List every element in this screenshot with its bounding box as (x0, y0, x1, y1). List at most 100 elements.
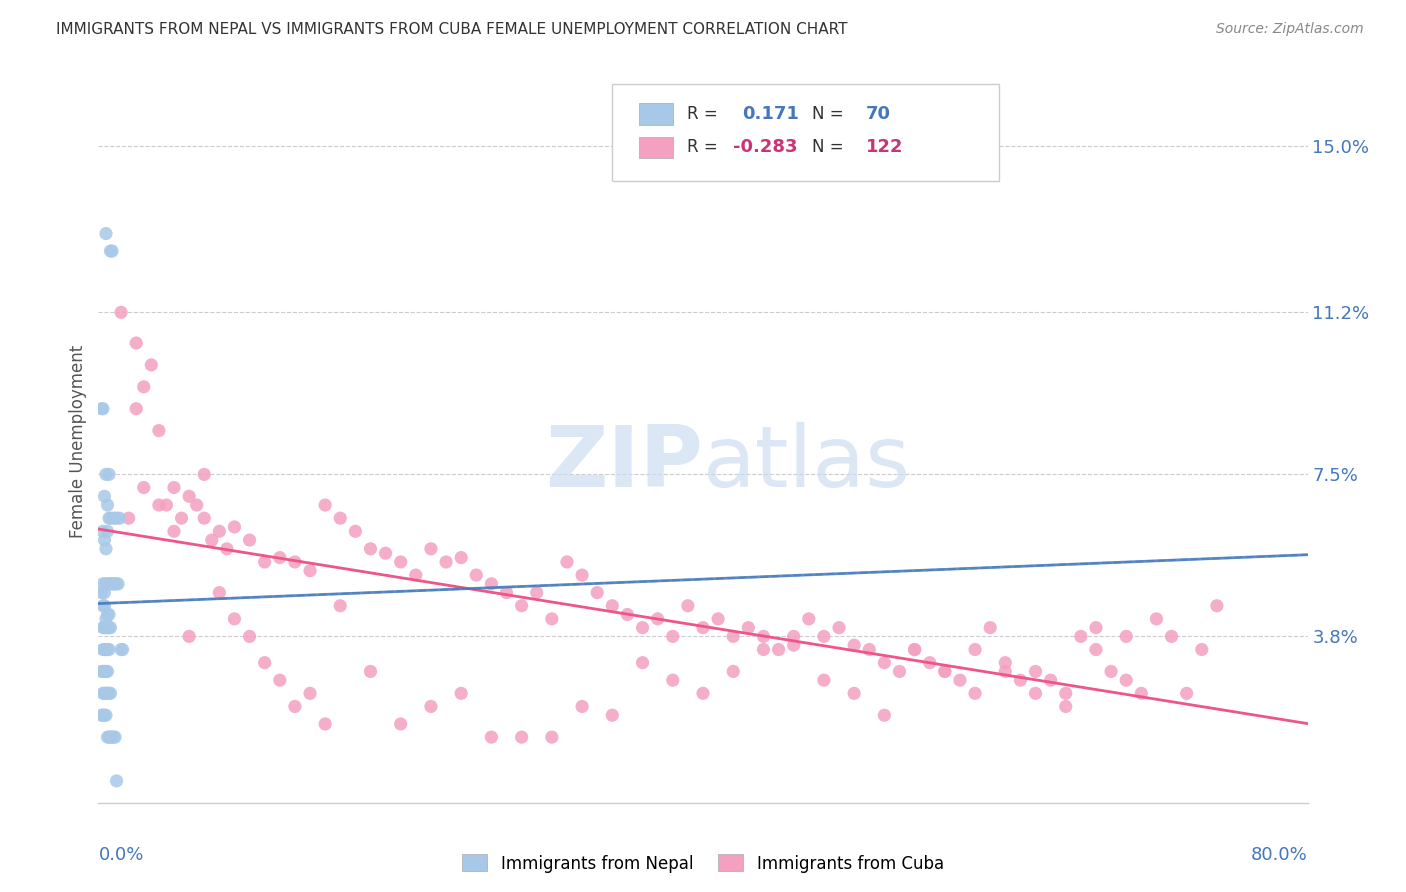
Point (93, 489, 115, 503)
Point (723, 629, 745, 643)
Point (94, 642, 117, 657)
Point (91, 621, 114, 635)
Point (405, 568, 427, 582)
Point (91, 642, 114, 657)
Point (93, 665, 115, 679)
Point (107, 577, 129, 591)
Point (661, 673, 683, 688)
Point (1054, 686, 1077, 700)
Point (93, 599, 115, 613)
Point (1054, 699, 1077, 714)
Text: 122: 122 (866, 138, 904, 156)
Point (510, 599, 533, 613)
Point (783, 629, 806, 643)
Point (844, 638, 866, 652)
Point (100, 511, 122, 525)
Point (1039, 673, 1062, 688)
Point (105, 511, 128, 525)
Point (118, 511, 141, 525)
Point (170, 511, 193, 525)
Point (96, 524, 118, 539)
Point (481, 577, 503, 591)
Point (1206, 599, 1229, 613)
Point (94, 665, 117, 679)
Point (100, 686, 122, 700)
Point (1085, 621, 1108, 635)
Point (450, 686, 472, 700)
Point (299, 686, 322, 700)
Point (91, 665, 114, 679)
Point (602, 708, 624, 723)
Point (994, 656, 1017, 670)
Point (193, 511, 215, 525)
Point (155, 498, 177, 512)
Text: 80.0%: 80.0% (1251, 847, 1308, 864)
Text: R =: R = (688, 138, 723, 156)
Point (676, 599, 699, 613)
Point (201, 533, 224, 547)
Point (163, 524, 186, 539)
Point (1160, 629, 1182, 643)
Point (329, 599, 352, 613)
Point (813, 629, 835, 643)
Legend: Immigrants from Nepal, Immigrants from Cuba: Immigrants from Nepal, Immigrants from C… (456, 847, 950, 880)
Point (90, 708, 112, 723)
Text: 0.0%: 0.0% (98, 847, 143, 864)
Point (148, 498, 170, 512)
Point (284, 699, 307, 714)
Point (208, 524, 231, 539)
Point (889, 665, 911, 679)
FancyBboxPatch shape (638, 136, 673, 158)
Point (555, 555, 578, 569)
Point (101, 730, 124, 744)
Point (434, 555, 457, 569)
Text: N =: N = (811, 105, 849, 123)
Point (96, 621, 118, 635)
Point (647, 612, 669, 626)
Point (752, 629, 775, 643)
Point (1099, 665, 1122, 679)
Point (965, 686, 987, 700)
Point (239, 629, 262, 643)
Point (465, 568, 488, 582)
Point (1115, 673, 1137, 688)
Point (873, 656, 896, 670)
Point (752, 642, 775, 657)
Point (108, 511, 131, 525)
Point (949, 673, 972, 688)
Point (631, 621, 654, 635)
Point (105, 577, 128, 591)
Point (828, 621, 851, 635)
Point (93, 642, 115, 657)
Point (98, 642, 121, 657)
Point (510, 730, 533, 744)
Point (374, 546, 396, 560)
Point (540, 730, 562, 744)
Point (163, 481, 186, 495)
Point (314, 498, 336, 512)
Point (91, 599, 114, 613)
Text: IMMIGRANTS FROM NEPAL VS IMMIGRANTS FROM CUBA FEMALE UNEMPLOYMENT CORRELATION CH: IMMIGRANTS FROM NEPAL VS IMMIGRANTS FROM… (56, 22, 848, 37)
Point (602, 599, 624, 613)
Point (873, 708, 896, 723)
Point (994, 665, 1017, 679)
Point (132, 380, 155, 394)
Point (101, 244, 124, 258)
Point (141, 358, 163, 372)
Point (96, 730, 118, 744)
Point (94, 612, 117, 626)
FancyBboxPatch shape (638, 103, 673, 125)
Point (904, 642, 927, 657)
Point (98, 607, 121, 622)
Point (344, 524, 367, 539)
Text: 0.171: 0.171 (742, 105, 799, 123)
Point (94, 708, 117, 723)
Point (98, 730, 121, 744)
Point (91, 686, 114, 700)
Point (103, 577, 125, 591)
Point (104, 730, 127, 744)
Point (94, 227, 117, 241)
Point (253, 555, 276, 569)
Point (813, 673, 835, 688)
Point (100, 621, 122, 635)
